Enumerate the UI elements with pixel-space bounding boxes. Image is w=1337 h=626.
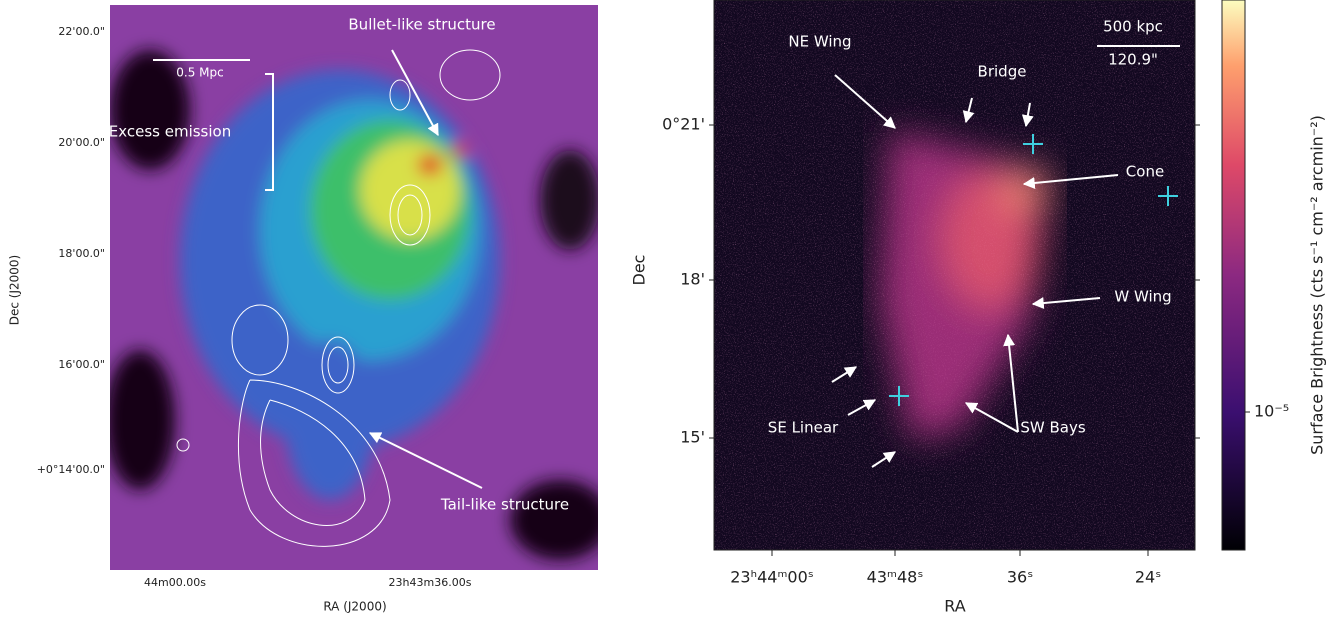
x-tick-label: 36ˢ	[1007, 568, 1033, 587]
y-tick-label: +0°14'00.0"	[37, 463, 105, 476]
y-tick-label: 22'00.0"	[58, 25, 105, 38]
annotation: W Wing	[1114, 288, 1171, 306]
y-tick-label: 15'	[680, 428, 705, 447]
x-tick-label: 24ˢ	[1135, 568, 1161, 587]
annotation: Cone	[1126, 163, 1164, 181]
y-axis-label: Dec (J2000)	[8, 255, 22, 325]
right-image	[714, 0, 1195, 550]
x-axis-label: RA	[944, 597, 965, 616]
colorbar	[1222, 0, 1245, 550]
colorbar-label: Surface Brightness (cts s⁻¹ cm⁻² arcmin⁻…	[1308, 115, 1327, 455]
left-image	[105, 5, 610, 570]
y-tick-label: 16'00.0"	[58, 358, 105, 371]
scale-label: 120.9"	[1108, 51, 1158, 69]
annotation: Bridge	[978, 63, 1027, 81]
x-tick-label: 23h43m36.00s	[389, 576, 472, 589]
annotation: SE Linear	[768, 419, 839, 437]
y-tick-label: 20'00.0"	[58, 136, 105, 149]
x-tick-label: 23ʰ44ᵐ00ˢ	[730, 568, 814, 587]
annotation: Excess emission	[109, 123, 231, 141]
annotation: SW Bays	[1020, 419, 1085, 437]
figure: 0.5 Mpc Bullet-like structure Excess emi…	[0, 0, 1337, 622]
annotation: NE Wing	[788, 33, 851, 51]
y-tick-label: 0°21'	[662, 115, 705, 134]
y-axis-label: Dec	[630, 255, 649, 286]
x-axis-label: RA (J2000)	[323, 600, 386, 614]
scale-label: 0.5 Mpc	[176, 66, 223, 80]
scale-label: 500 kpc	[1103, 18, 1163, 36]
colorbar-tick-label: 10⁻⁵	[1254, 402, 1289, 421]
x-tick-label: 44m00.00s	[144, 576, 206, 589]
x-tick-label: 43ᵐ48ˢ	[867, 568, 924, 587]
y-tick-label: 18'00.0"	[58, 247, 105, 260]
y-tick-label: 18'	[680, 270, 705, 289]
annotation: Tail-like structure	[440, 496, 569, 514]
annotation: Bullet-like structure	[348, 16, 495, 34]
